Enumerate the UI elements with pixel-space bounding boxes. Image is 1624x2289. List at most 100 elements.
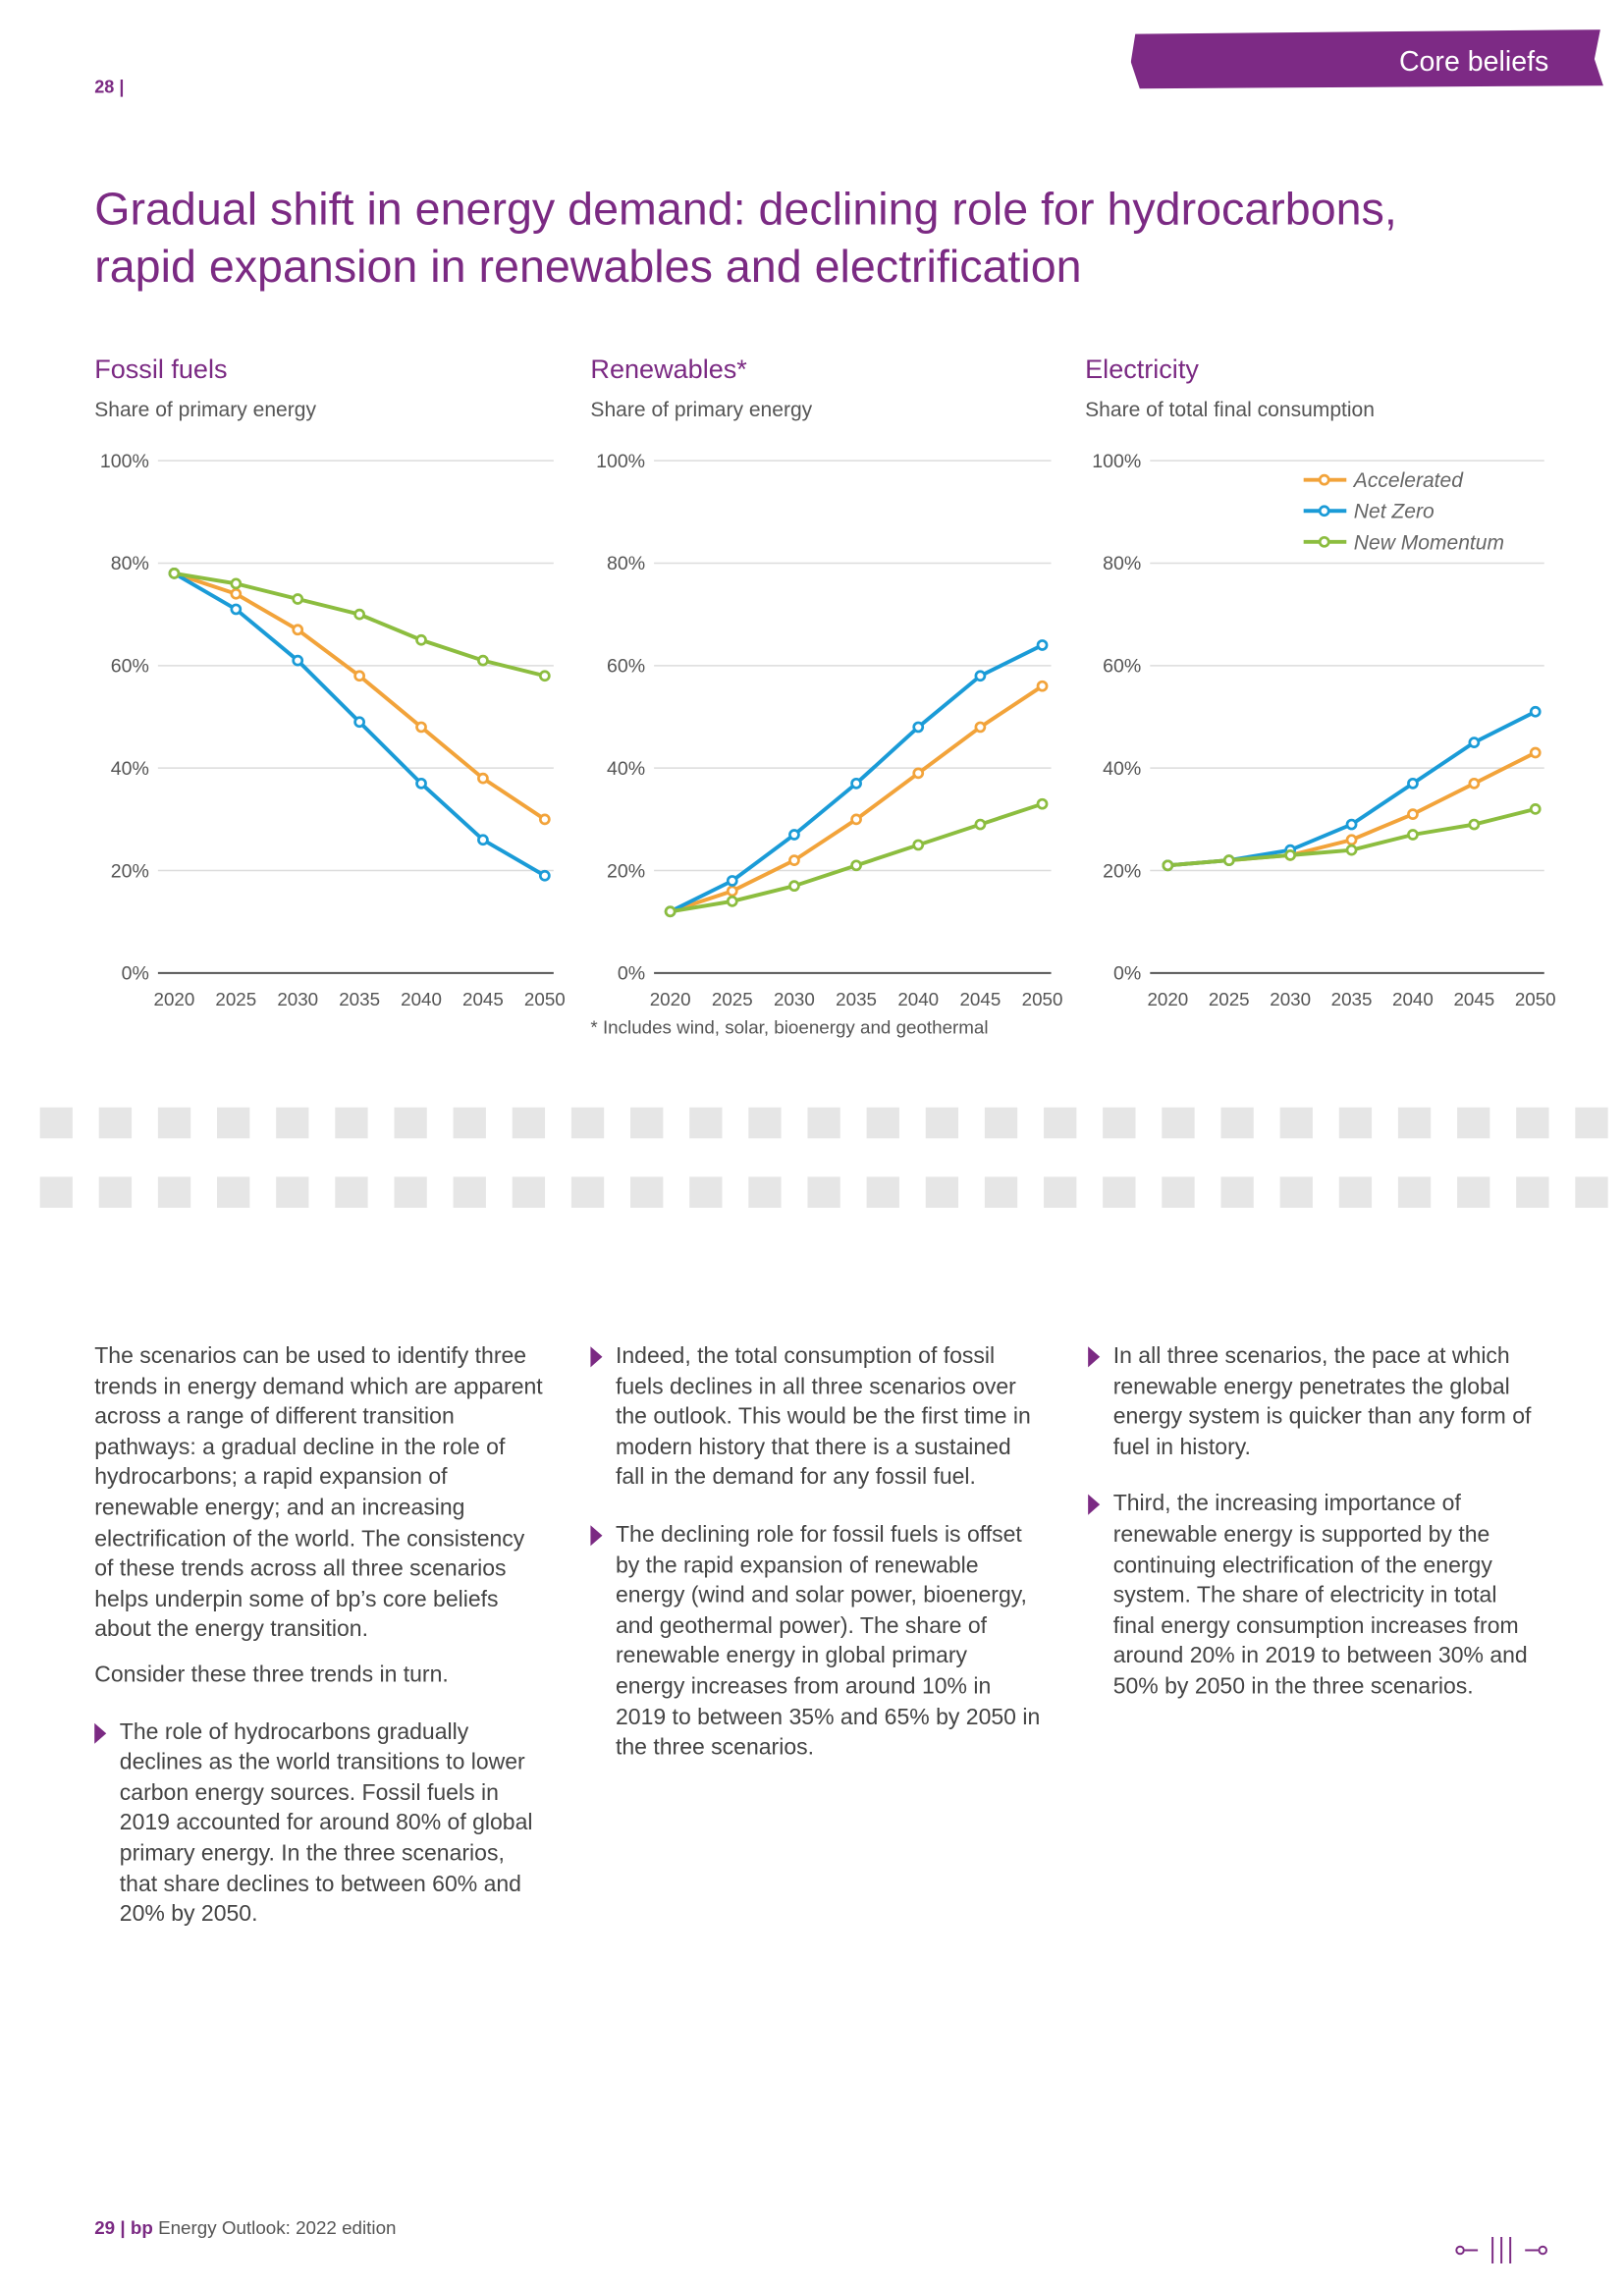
data-point xyxy=(1345,844,1358,856)
x-tick-label: 2050 xyxy=(1022,989,1063,1009)
data-point xyxy=(1529,705,1542,718)
text-column: The scenarios can be used to identify th… xyxy=(94,1342,545,1946)
chart-title: Electricity xyxy=(1085,354,1199,384)
x-tick-label: 2035 xyxy=(339,989,380,1009)
data-point xyxy=(1036,639,1049,651)
data-point xyxy=(726,885,738,898)
y-tick-label: 0% xyxy=(618,963,645,985)
data-point xyxy=(1345,834,1358,846)
tab-shape xyxy=(1130,29,1603,89)
data-point xyxy=(168,568,181,579)
y-tick-label: 60% xyxy=(1103,656,1141,678)
data-point xyxy=(1222,854,1235,866)
series-line xyxy=(670,684,1044,914)
chart-subtitle: Share of primary energy xyxy=(590,399,812,421)
x-tick-label: 2020 xyxy=(154,989,195,1009)
y-tick-label: 100% xyxy=(100,451,149,472)
y-tick-label: 0% xyxy=(1113,963,1141,985)
data-point xyxy=(726,895,738,907)
legend-label: Accelerated xyxy=(1352,469,1464,492)
y-tick-label: 100% xyxy=(1092,451,1141,472)
page-number-top: 28 | xyxy=(94,77,125,98)
data-point xyxy=(912,767,925,780)
data-point xyxy=(912,839,925,851)
data-point xyxy=(664,905,677,918)
data-point xyxy=(974,818,987,831)
x-tick-label: 2025 xyxy=(712,989,753,1009)
series-line xyxy=(174,571,546,679)
data-point xyxy=(415,777,427,790)
footer-brand: bp xyxy=(130,2217,153,2239)
chart-subtitle: Share of total final consumption xyxy=(1085,399,1375,421)
data-point xyxy=(1284,849,1297,861)
data-point xyxy=(788,854,800,866)
x-tick-label: 2040 xyxy=(1392,989,1434,1009)
x-tick-label: 2020 xyxy=(1147,989,1188,1009)
data-point xyxy=(1407,777,1419,790)
y-tick-label: 60% xyxy=(607,656,645,678)
data-point xyxy=(974,721,987,734)
data-point xyxy=(415,721,427,734)
x-tick-label: 2045 xyxy=(959,989,1001,1009)
data-point xyxy=(1036,797,1049,810)
data-point xyxy=(1468,818,1481,831)
data-point xyxy=(1529,803,1542,815)
page-number: 28 xyxy=(94,77,115,98)
data-point xyxy=(1529,746,1542,759)
data-point xyxy=(974,670,987,682)
data-point xyxy=(538,813,551,826)
bullet: In all three scenarios, the pace at whic… xyxy=(1088,1342,1539,1464)
data-point xyxy=(1407,808,1419,820)
data-point xyxy=(230,577,243,590)
data-point xyxy=(1036,680,1049,692)
text-column: In all three scenarios, the pace at whic… xyxy=(1088,1342,1539,1718)
data-point xyxy=(477,654,489,667)
chart-subtitle: Share of primary energy xyxy=(94,399,316,421)
chart-note: * Includes wind, solar, bioenergy and ge… xyxy=(590,1017,988,1038)
text-column: Indeed, the total consumption of fossil … xyxy=(590,1342,1041,1779)
data-point xyxy=(230,603,243,616)
nav-icon[interactable] xyxy=(1454,2232,1550,2267)
y-tick-label: 20% xyxy=(607,860,645,882)
data-point xyxy=(538,869,551,882)
data-point xyxy=(912,721,925,734)
footer: 29 | bp Energy Outlook: 2022 edition xyxy=(94,2217,397,2239)
bullet: Indeed, the total consumption of fossil … xyxy=(590,1342,1041,1495)
chart-title: Fossil fuels xyxy=(94,354,227,384)
legend-marker xyxy=(1318,473,1330,486)
legend-label: Net Zero xyxy=(1354,501,1435,523)
data-point xyxy=(477,834,489,846)
y-tick-label: 20% xyxy=(111,860,149,882)
footer-edition: Energy Outlook: 2022 edition xyxy=(158,2217,397,2239)
legend-marker xyxy=(1318,505,1330,518)
data-point xyxy=(726,875,738,887)
tab-label: Core beliefs xyxy=(1399,46,1548,78)
y-tick-label: 80% xyxy=(1103,553,1141,574)
y-tick-label: 20% xyxy=(1103,860,1141,882)
legend-label: New Momentum xyxy=(1354,531,1504,554)
bullet: The declining role for fossil fuels is o… xyxy=(590,1521,1041,1765)
bullet: Third, the increasing importance of rene… xyxy=(1088,1491,1539,1704)
data-point xyxy=(353,716,365,729)
data-point xyxy=(1468,736,1481,748)
data-point xyxy=(353,670,365,682)
x-tick-label: 2045 xyxy=(462,989,504,1009)
x-tick-label: 2030 xyxy=(774,989,815,1009)
x-tick-label: 2050 xyxy=(524,989,566,1009)
x-tick-label: 2040 xyxy=(897,989,939,1009)
x-tick-label: 2050 xyxy=(1515,989,1556,1009)
decor-squares xyxy=(39,1107,1609,1139)
data-point xyxy=(788,880,800,893)
data-point xyxy=(230,587,243,600)
title: Gradual shift in energy demand: declinin… xyxy=(94,180,1397,295)
bullet: The role of hydrocarbons gradually decli… xyxy=(94,1717,545,1931)
x-tick-label: 2030 xyxy=(1270,989,1311,1009)
chart-title: Renewables* xyxy=(590,354,747,384)
data-point xyxy=(1162,859,1174,872)
legend-marker xyxy=(1318,535,1330,548)
x-tick-label: 2025 xyxy=(1209,989,1250,1009)
y-tick-label: 80% xyxy=(607,553,645,574)
x-tick-label: 2035 xyxy=(836,989,877,1009)
